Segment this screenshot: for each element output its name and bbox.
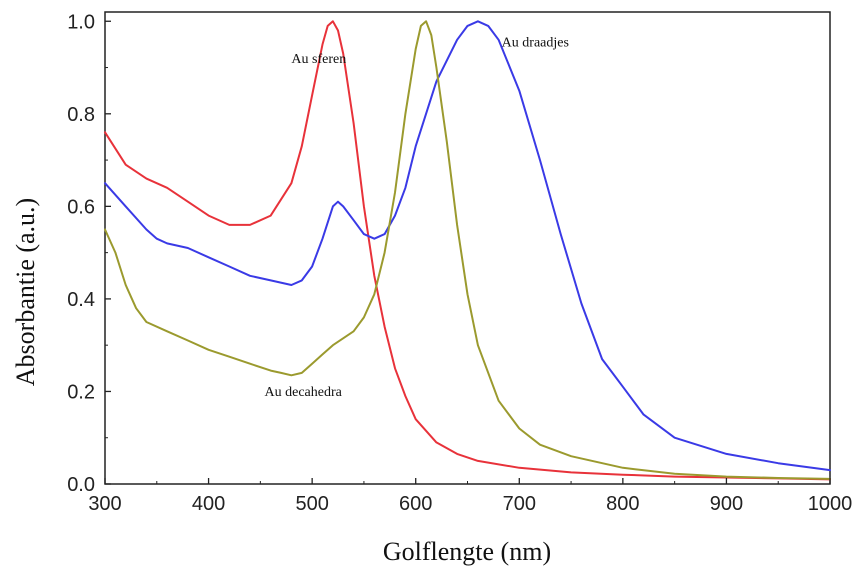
y-tick-label: 1.0 [67,11,95,33]
curve-annotation: Au draadjes [502,36,569,51]
y-tick-label: 0.0 [67,474,95,496]
x-tick-label: 800 [606,493,639,515]
y-axis-title: Absorbantie (a.u.) [11,198,40,386]
y-tick-label: 0.2 [67,381,95,403]
x-tick-label: 300 [88,493,121,515]
series-line-au-decahedra [104,20,831,480]
x-axis-ticks: 300 400 500 600 700 800 900 1000 [88,478,852,515]
series-layer [104,20,831,481]
x-axis-title: Golflengte (nm) [383,537,551,566]
y-tick-label: 0.4 [67,289,95,311]
x-tick-label: 600 [399,493,432,515]
x-tick-label: 1000 [808,493,853,515]
y-axis-ticks: 0.0 0.2 0.4 0.6 0.8 1.0 [67,11,111,496]
series-line-au-sferen [104,20,831,481]
series-line-au-draadjes [104,20,831,472]
y-tick-label: 0.6 [67,196,95,218]
y-tick-label: 0.8 [67,104,95,126]
curve-annotation: Au decahedra [265,385,343,400]
plot-frame [104,11,831,485]
x-tick-label: 500 [295,493,328,515]
annotations: Au sferen Au draadjes Au decahedra [265,36,569,400]
x-tick-label: 700 [503,493,536,515]
x-tick-label: 400 [192,493,225,515]
curve-annotation: Au sferen [291,52,346,67]
x-tick-label: 900 [710,493,743,515]
